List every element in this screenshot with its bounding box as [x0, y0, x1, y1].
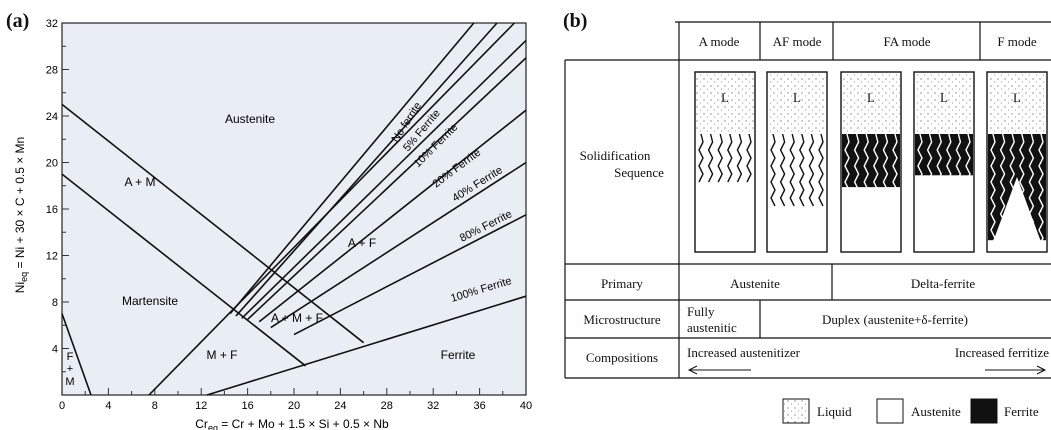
region-austenite: Austenite: [225, 112, 275, 126]
liquid-symbol: L: [940, 90, 948, 105]
y-tick-labels: 4 8 12 16 20 24 28 32: [46, 18, 58, 356]
region-f-m-plus: +: [67, 363, 73, 375]
row-solidification: Solidification: [580, 148, 651, 163]
phase-boundary-line: [241, 39, 527, 319]
x-tick-label: 40: [520, 400, 532, 412]
x-tick-label: 12: [195, 400, 207, 412]
solidification-sketch-3: L: [840, 71, 902, 253]
table-grid: [564, 21, 1051, 379]
panel-a-label: (a): [6, 10, 30, 32]
region-martensite: Martensite: [122, 294, 178, 308]
liquid-symbol: L: [721, 90, 729, 105]
x-tick-label: 20: [288, 400, 300, 412]
mode-a: A mode: [699, 34, 740, 49]
schaeffler-diagram-panel: (a) 0 4 8 12 16 20 24 28 32 36 40 4 8 12 16 20 24 28 32 A…: [6, 10, 532, 430]
mode-fa: FA mode: [883, 34, 930, 49]
panel-b-label: (b): [563, 10, 588, 32]
comp-ferritizer: Increased ferritize: [955, 345, 1049, 360]
solidification-sketch-2: L: [766, 71, 828, 253]
legend-austenite-label: Austenite: [911, 404, 961, 419]
phase-boundary-line: [258, 109, 527, 323]
x-tick-label: 8: [152, 400, 158, 412]
row-compositions: Compositions: [586, 350, 658, 365]
x-tick-label: 16: [241, 400, 253, 412]
comp-austenitizer: Increased austenitizer: [687, 345, 801, 360]
mode-af: AF mode: [773, 34, 822, 49]
schaeffler-diagram: 0 4 8 12 16 20 24 28 32 36 40 4 8 12 16 20 24 28 32 Auste…: [13, 18, 532, 430]
y-tick-label: 32: [46, 18, 58, 30]
row-primary: Primary: [601, 276, 643, 291]
solidification-sketch-4: L: [913, 71, 975, 253]
y-tick-label: 16: [46, 204, 58, 216]
solidification-sketch-5: L: [986, 71, 1048, 253]
row-sequence: Sequence: [614, 165, 664, 180]
region-a-f: A + F: [348, 236, 376, 250]
primary-austenite: Austenite: [730, 276, 780, 291]
region-ferrite: Ferrite: [441, 348, 476, 362]
x-tick-label: 32: [427, 400, 439, 412]
solidification-sketch-1: L: [694, 71, 756, 253]
x-tick-label: 28: [381, 400, 393, 412]
phase-boundary-line: [247, 57, 527, 321]
phase-boundary-line: [61, 313, 92, 396]
primary-delta-ferrite: Delta-ferrite: [911, 276, 975, 291]
y-tick-label: 28: [46, 65, 58, 77]
region-f-m-bottom: M: [65, 376, 74, 388]
liquid-symbol: L: [793, 90, 801, 105]
composition-arrows: [687, 365, 1047, 375]
region-m-f: M + F: [206, 348, 237, 362]
phase-boundary-line: [293, 214, 527, 336]
legend: Liquid Austenite Ferrite: [782, 398, 1039, 424]
y-tick-label: 8: [52, 297, 58, 309]
legend-ferrite-label: Ferrite: [1004, 404, 1039, 419]
phase-boundary-line: [61, 173, 307, 367]
x-axis-title: Creq = Cr + Mo + 1.5 × Si + 0.5 × Nb: [195, 417, 389, 430]
y-tick-label: 24: [46, 111, 58, 123]
y-tick-label: 4: [52, 344, 58, 356]
y-axis-title: Nieq = Ni + 30 × C + 0.5 × Mn: [13, 137, 29, 293]
liquid-symbol: L: [867, 90, 875, 105]
mode-f: F mode: [997, 34, 1037, 49]
plot-area: [61, 22, 527, 396]
tick-marks: [62, 45, 504, 395]
micro-fully: Fully: [687, 304, 715, 319]
legend-ferrite-swatch: [970, 398, 998, 424]
y-tick-label: 20: [46, 158, 58, 170]
phase-boundary-line: [61, 103, 365, 344]
micro-duplex: Duplex (austenite+δ-ferrite): [822, 312, 968, 327]
legend-austenite-swatch: [876, 398, 904, 424]
legend-liquid-swatch: [782, 398, 810, 424]
phase-boundary-line: [229, 22, 475, 315]
x-tick-label: 4: [105, 400, 111, 412]
x-tick-label: 24: [334, 400, 346, 412]
phase-boundary-line: [270, 161, 527, 329]
x-tick-labels: 0 4 8 12 16 20 24 28 32 36 40: [59, 400, 532, 412]
y-tick-label: 12: [46, 251, 58, 263]
phase-boundary-line: [206, 295, 527, 396]
liquid-symbol: L: [1013, 90, 1021, 105]
row-microstructure: Microstructure: [583, 312, 660, 327]
solidification-table: A mode AF mode FA mode F mode Solidifica…: [564, 21, 1051, 424]
phase-boundaries: [61, 22, 527, 396]
x-tick-label: 0: [59, 400, 65, 412]
micro-austenitic: austenitic: [687, 320, 737, 335]
solidification-mode-panel: (b) A mode AF mode FA mode F mod: [555, 0, 1051, 430]
x-tick-label: 36: [473, 400, 485, 412]
region-f-m-top: F: [67, 351, 74, 363]
legend-liquid-label: Liquid: [817, 404, 852, 419]
phase-boundary-line: [235, 22, 498, 317]
region-a-m-f: A + M + F: [271, 311, 323, 325]
region-a-m: A + M: [124, 175, 155, 189]
